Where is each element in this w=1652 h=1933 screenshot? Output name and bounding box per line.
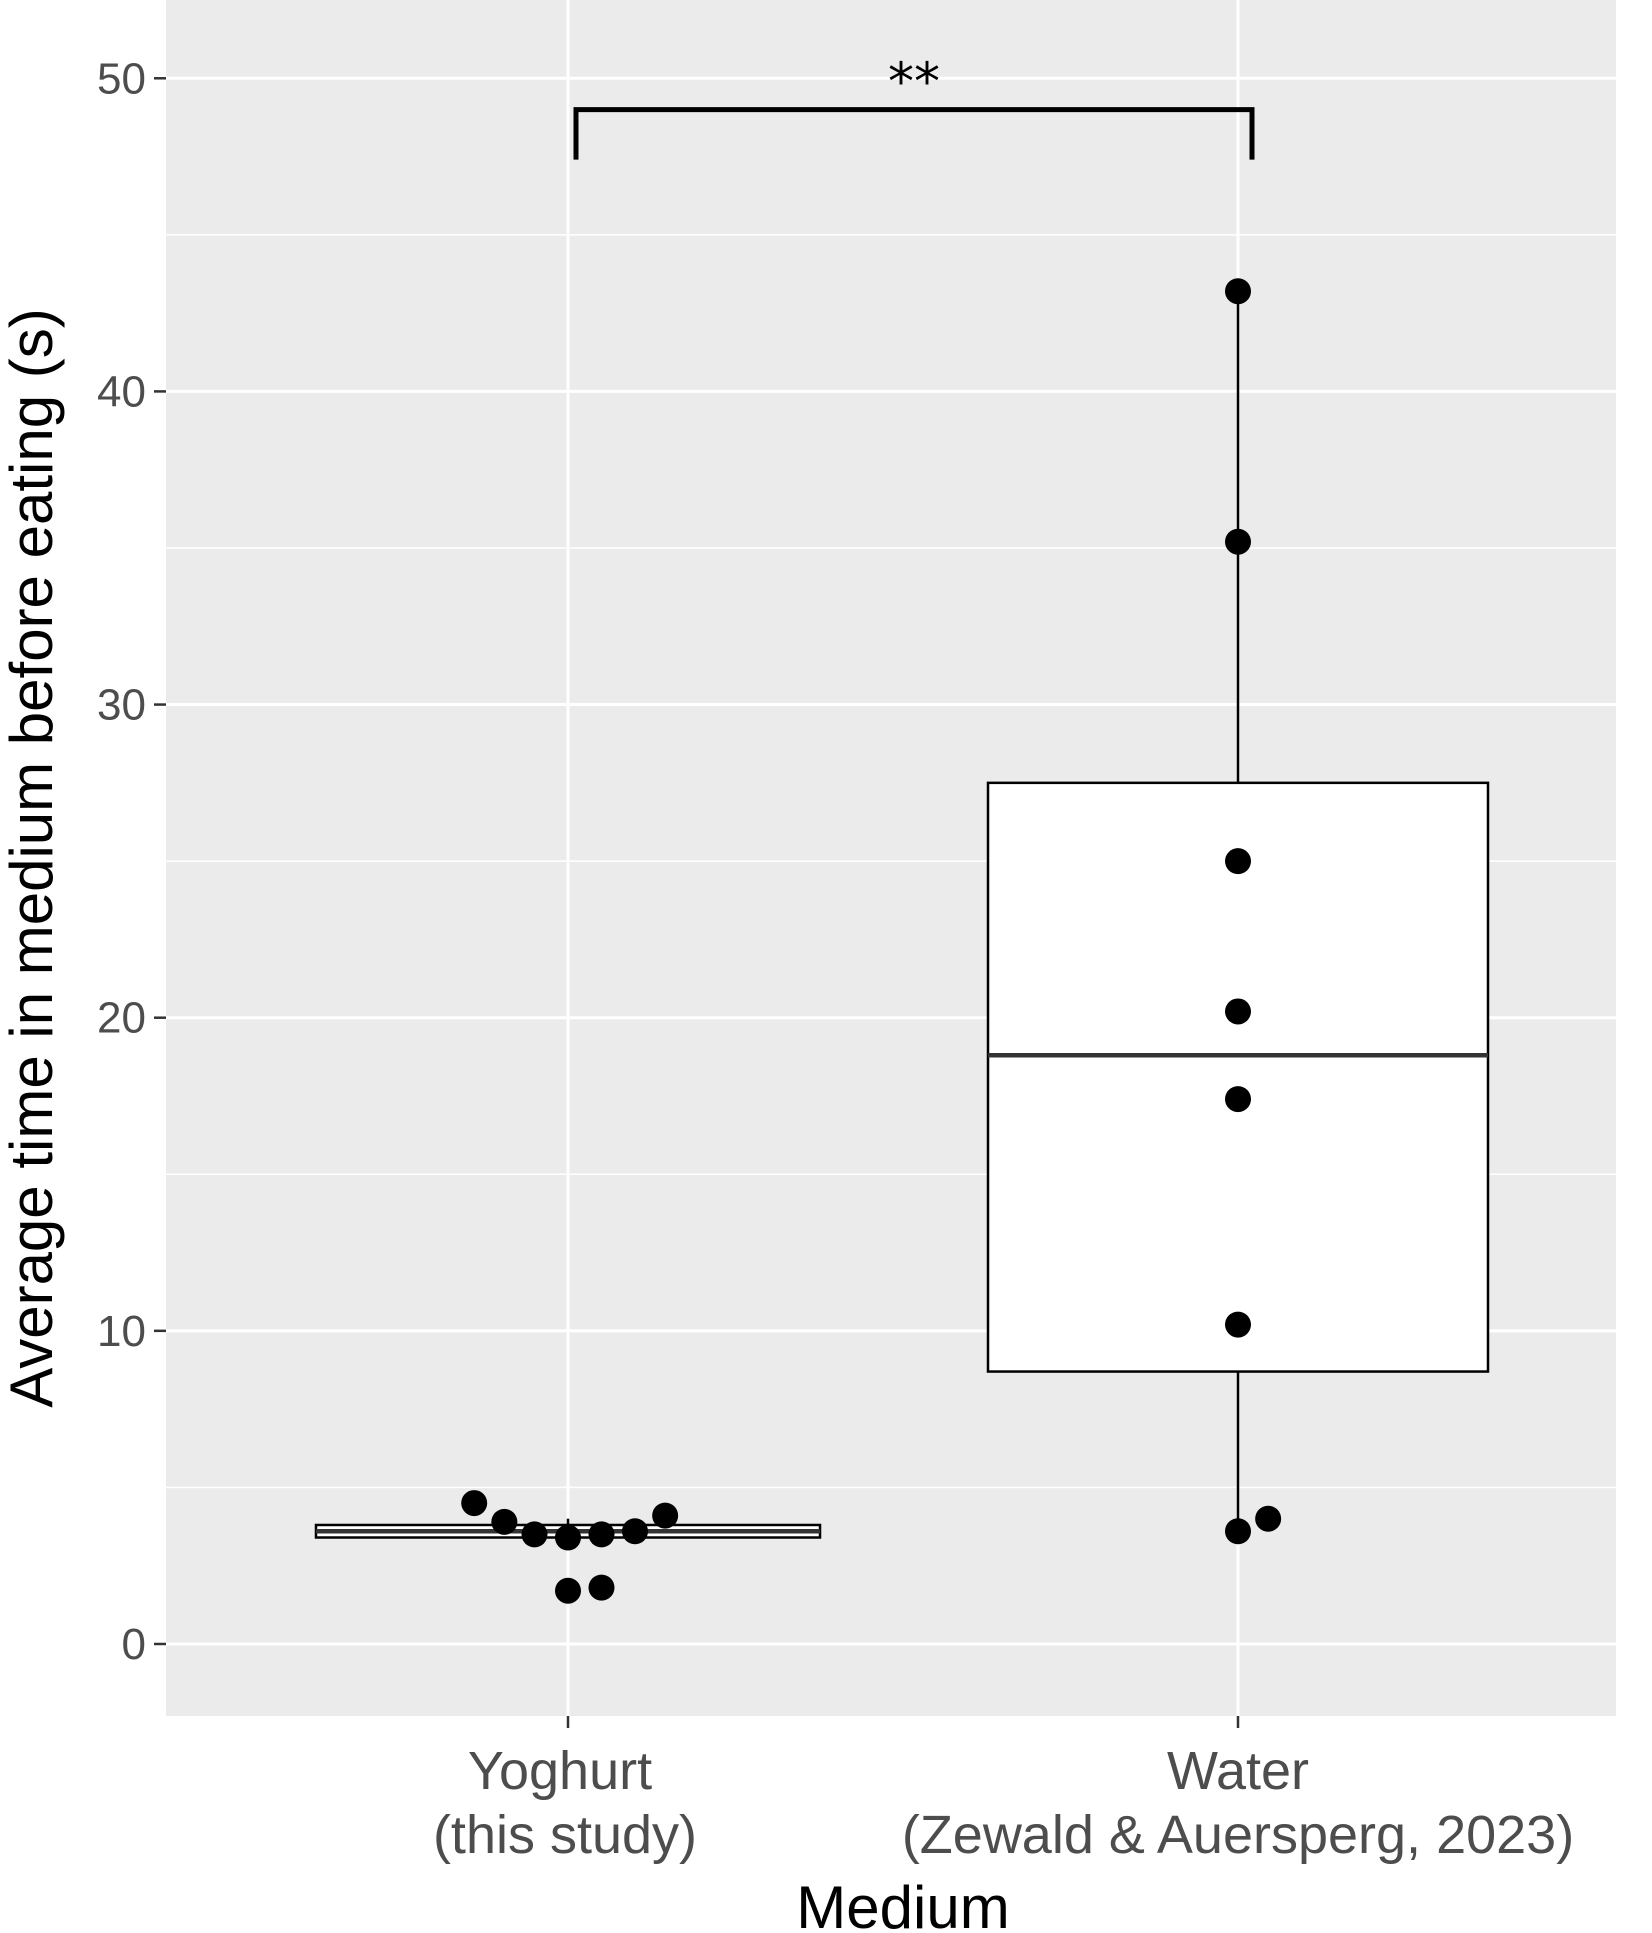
y-tick-label: 0 [122, 1620, 146, 1669]
x-axis-title: Medium [796, 1874, 1009, 1933]
data-point [1225, 1518, 1251, 1545]
data-point [1225, 998, 1251, 1025]
data-point [1225, 848, 1251, 875]
data-point [588, 1574, 615, 1601]
data-point [491, 1508, 518, 1535]
data-point [555, 1577, 581, 1604]
x-category-label: Water [1167, 1741, 1309, 1801]
y-axis: 0 10 20 30 40 50 [97, 54, 166, 1669]
significance-annotation: ** [573, 53, 1255, 160]
y-tick-label: 30 [97, 681, 146, 730]
data-point [1225, 1086, 1251, 1113]
data-point [1255, 1505, 1282, 1532]
y-axis-title: Average time in medium before eating (s) [0, 308, 65, 1407]
data-point [588, 1521, 615, 1548]
data-point [1225, 1311, 1251, 1338]
data-point [1225, 278, 1251, 305]
data-point [652, 1502, 679, 1529]
data-point [1225, 528, 1251, 555]
x-category-label: Yoghurt [468, 1741, 652, 1801]
data-point [461, 1490, 488, 1517]
data-point [622, 1518, 648, 1545]
x-category-sublabel: (Zewald & Auersperg, 2023) [902, 1805, 1574, 1865]
significance-label: ** [888, 53, 940, 113]
x-category-sublabel: (this study) [433, 1805, 697, 1865]
y-tick-label: 10 [97, 1307, 146, 1356]
y-tick-label: 20 [97, 994, 146, 1043]
boxes [314, 291, 1490, 1539]
y-tick-label: 40 [97, 367, 146, 416]
x-axis: Yoghurt(this study) Water(Zewald & Auersp… [433, 1716, 1574, 1865]
data-points [461, 278, 1282, 1604]
data-point [555, 1524, 581, 1551]
significance-bracket [573, 107, 1255, 160]
y-tick-label: 50 [97, 54, 146, 103]
box-iqr [986, 781, 1490, 1373]
data-point [521, 1521, 548, 1548]
